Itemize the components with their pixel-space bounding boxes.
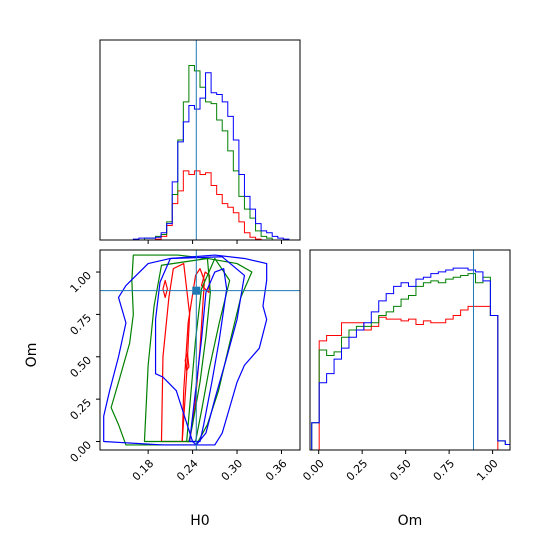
contour-line [186, 257, 231, 443]
contour_H0_Om-y-tick-label: 0.50 [68, 354, 95, 381]
contour_H0_Om-y-tick-label: 0.75 [68, 311, 95, 338]
x-axis-label-h0: H0 [190, 513, 209, 529]
contour_H0_Om-x-tick-label: 0.36 [263, 457, 290, 484]
hist-series-2 [100, 72, 300, 240]
hist-series-group [100, 64, 300, 240]
contour_H0_Om-x-tick-label: 0.30 [219, 457, 246, 484]
contour-group [103, 254, 268, 446]
hist-h0-panel [99, 39, 301, 244]
hist-series-0 [100, 170, 300, 240]
contour-line [189, 268, 228, 443]
contour_H0_Om-x-tick-label: 0.18 [130, 457, 157, 484]
contour-line [154, 256, 246, 446]
hist_Om-x-tick-label: 0.50 [387, 457, 414, 484]
contour-h0-om-panel: 0.18 0.24 0.30 0.36 0.00 0.25 0.50 0.75 1.00 [68, 249, 301, 484]
contour-line [184, 352, 190, 371]
hist_Om-x-tick-label: 1.00 [474, 457, 501, 484]
hist_Om-x-tick-label: 0.75 [431, 457, 458, 484]
hist_Om-x-tick-label: 0.25 [344, 457, 371, 484]
contour_H0_Om-y-tick-label: 0.25 [68, 396, 95, 423]
x-axis-label-om: Om [398, 513, 423, 529]
contour_H0_Om-y-tick-label: 0.00 [68, 438, 95, 465]
contour-line [103, 254, 268, 446]
contour_H0_Om-y-tick-label: 1.00 [68, 269, 95, 296]
contour_H0_Om-x-tick-label: 0.24 [174, 457, 201, 484]
hist-series-2 [311, 267, 510, 450]
contour-line [110, 254, 253, 446]
y-axis-label-om: Om [24, 343, 40, 368]
hist-om-panel: 0.00 0.25 0.50 0.75 1.00 [300, 249, 511, 484]
hist-series-group [311, 267, 510, 450]
hist-series-1 [100, 64, 300, 240]
contour-line [162, 279, 169, 299]
axes-frame [99, 39, 301, 241]
hist-series-1 [311, 273, 510, 450]
truth-point-marker [192, 286, 201, 295]
axes-frame [99, 249, 301, 451]
contour-line [160, 262, 191, 443]
axes-frame [309, 249, 511, 451]
hist_Om-x-tick-label: 0.00 [300, 457, 327, 484]
hist-series-0 [311, 305, 510, 450]
